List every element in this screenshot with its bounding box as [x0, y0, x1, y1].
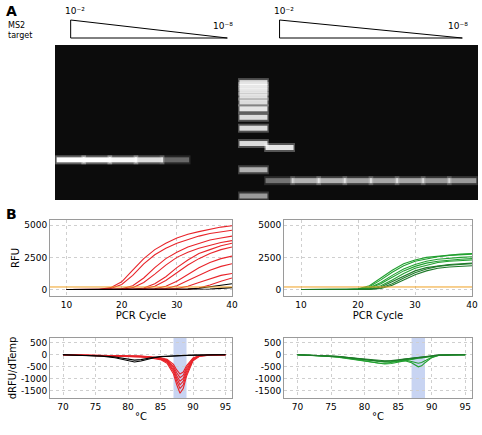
- html-text:500: 500: [37, 102, 52, 111]
- svg-text:10: 10: [61, 300, 73, 310]
- html-text:1000: 1000: [33, 76, 52, 85]
- svg-text:2500: 2500: [258, 253, 281, 263]
- svg-text:85: 85: [155, 402, 166, 412]
- svg-text:RFU: RFU: [10, 248, 21, 268]
- svg-text:40: 40: [226, 300, 238, 310]
- svg-text:2500: 2500: [24, 253, 47, 263]
- svg-text:MS2target: MS2target: [8, 21, 32, 40]
- svg-text:500: 500: [264, 338, 281, 348]
- svg-text:PCR Cycle: PCR Cycle: [116, 310, 166, 321]
- html-text:400: 400: [37, 111, 52, 120]
- html-text:700: 700: [18, 90, 32, 99]
- svg-text:-500: -500: [261, 362, 282, 372]
- svg-text:°C: °C: [372, 411, 384, 422]
- svg-text:30: 30: [409, 300, 421, 310]
- svg-text:-1500: -1500: [21, 386, 47, 396]
- svg-text:0: 0: [41, 285, 47, 295]
- svg-text:10⁻⁸: 10⁻⁸: [448, 21, 468, 31]
- html-text:200: 200: [37, 137, 52, 146]
- svg-text:5000: 5000: [258, 220, 281, 230]
- html-text:600: 600: [37, 95, 52, 104]
- svg-text:dRFU/dTemp: dRFU/dTemp: [7, 337, 18, 400]
- svg-text:20: 20: [352, 300, 364, 310]
- svg-text:0: 0: [275, 285, 281, 295]
- svg-text:10⁻⁸: 10⁻⁸: [213, 21, 233, 31]
- svg-text:20: 20: [116, 300, 128, 310]
- svg-text:40: 40: [466, 300, 478, 310]
- html-text:50: 50: [42, 190, 52, 198]
- html-text:900: 900: [18, 80, 32, 89]
- svg-text:PCR Cycle: PCR Cycle: [353, 310, 403, 321]
- html-text:100: 100: [37, 163, 52, 172]
- svg-text:70: 70: [292, 402, 304, 412]
- svg-text:0: 0: [275, 350, 281, 360]
- svg-text:5000: 5000: [24, 220, 47, 230]
- svg-text:30: 30: [171, 300, 183, 310]
- svg-text:90: 90: [187, 402, 199, 412]
- html-text:800: 800: [37, 85, 52, 94]
- html-text:300: 300: [37, 122, 52, 131]
- svg-text:500: 500: [30, 338, 47, 348]
- svg-text:10⁻²: 10⁻²: [274, 6, 294, 16]
- svg-text:B: B: [6, 206, 17, 222]
- svg-text:75: 75: [325, 402, 336, 412]
- svg-text:10⁻²: 10⁻²: [65, 6, 85, 16]
- svg-text:°C: °C: [135, 411, 147, 422]
- svg-text:A: A: [6, 3, 17, 19]
- svg-text:95: 95: [220, 402, 231, 412]
- svg-text:70: 70: [57, 402, 69, 412]
- svg-text:95: 95: [460, 402, 471, 412]
- svg-text:-1000: -1000: [21, 374, 47, 384]
- svg-text:-500: -500: [27, 362, 48, 372]
- svg-text:10: 10: [295, 300, 307, 310]
- svg-text:-1500: -1500: [255, 386, 281, 396]
- svg-text:80: 80: [122, 402, 134, 412]
- svg-text:85: 85: [392, 402, 403, 412]
- svg-text:75: 75: [90, 402, 101, 412]
- svg-text:0: 0: [41, 350, 47, 360]
- svg-text:80: 80: [359, 402, 371, 412]
- svg-text:90: 90: [426, 402, 438, 412]
- svg-text:-1000: -1000: [255, 374, 281, 384]
